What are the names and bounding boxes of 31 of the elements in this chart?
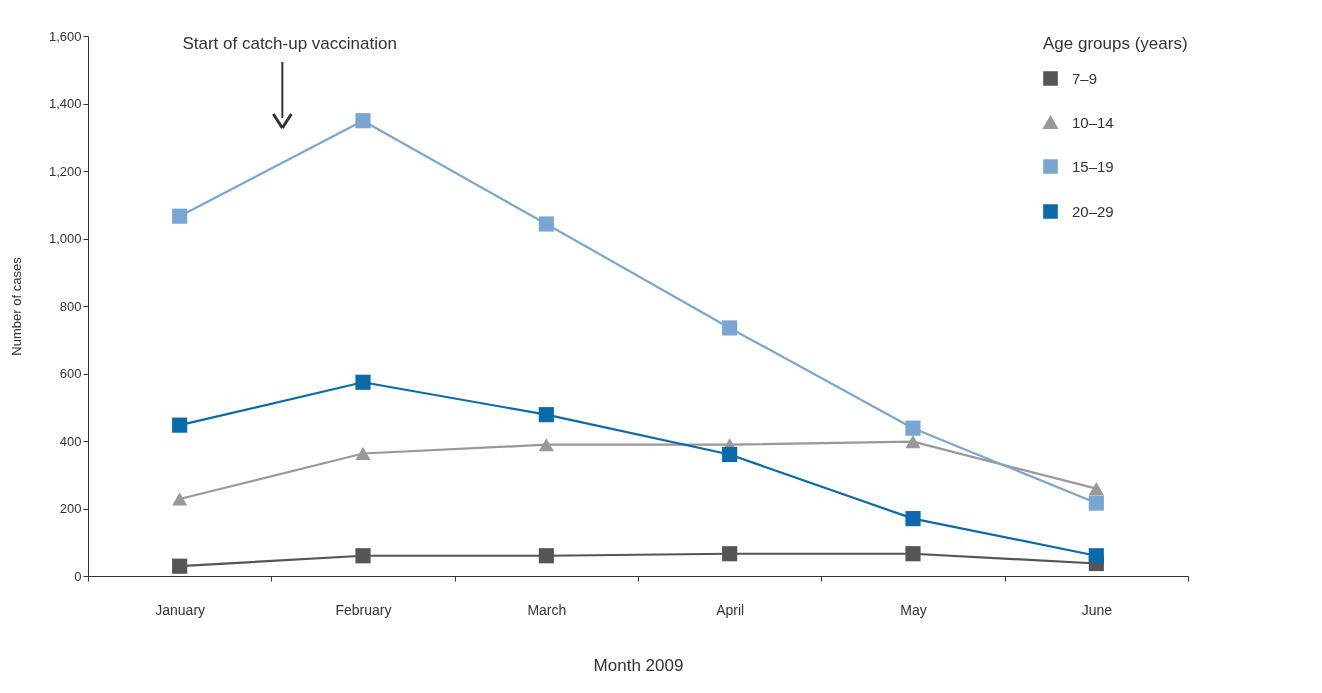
point (172, 558, 188, 574)
x-tick-label: June (1081, 601, 1113, 618)
x-tick-label: March (527, 601, 567, 618)
x-tick-label: April (716, 601, 745, 618)
y-tick-label: 0 (74, 568, 82, 584)
y-tick-label: 1,400 (48, 96, 82, 111)
point (172, 492, 188, 506)
y-tick-label: 200 (59, 501, 82, 516)
point (355, 548, 371, 564)
legend-title: Age groups (years) (1043, 34, 1188, 53)
point (905, 546, 921, 562)
point (1088, 495, 1104, 511)
y-tick-label: 1,200 (48, 163, 82, 179)
legend-label: 7–9 (1072, 69, 1098, 87)
y-tick-label: 600 (59, 366, 82, 381)
x-axis-title: Month 2009 (593, 655, 684, 675)
x-tick-label: May (900, 601, 927, 618)
legend-label: 15–19 (1072, 157, 1114, 175)
y-tick-label: 1,600 (48, 28, 82, 44)
point (1088, 482, 1104, 496)
legend-label: 10–14 (1072, 113, 1114, 131)
x-tick-label: January (155, 601, 206, 618)
y-tick-label: 800 (59, 298, 82, 314)
legend-label: 20–29 (1072, 202, 1114, 220)
x-tick-label: February (335, 601, 392, 618)
y-axis-title: Number of cases (8, 256, 24, 356)
point (172, 208, 188, 224)
annotation: Start of catch-up vaccination (182, 34, 397, 53)
point (172, 417, 188, 433)
y-tick-label: 400 (59, 433, 82, 449)
y-tick-label: 1,000 (48, 231, 82, 246)
